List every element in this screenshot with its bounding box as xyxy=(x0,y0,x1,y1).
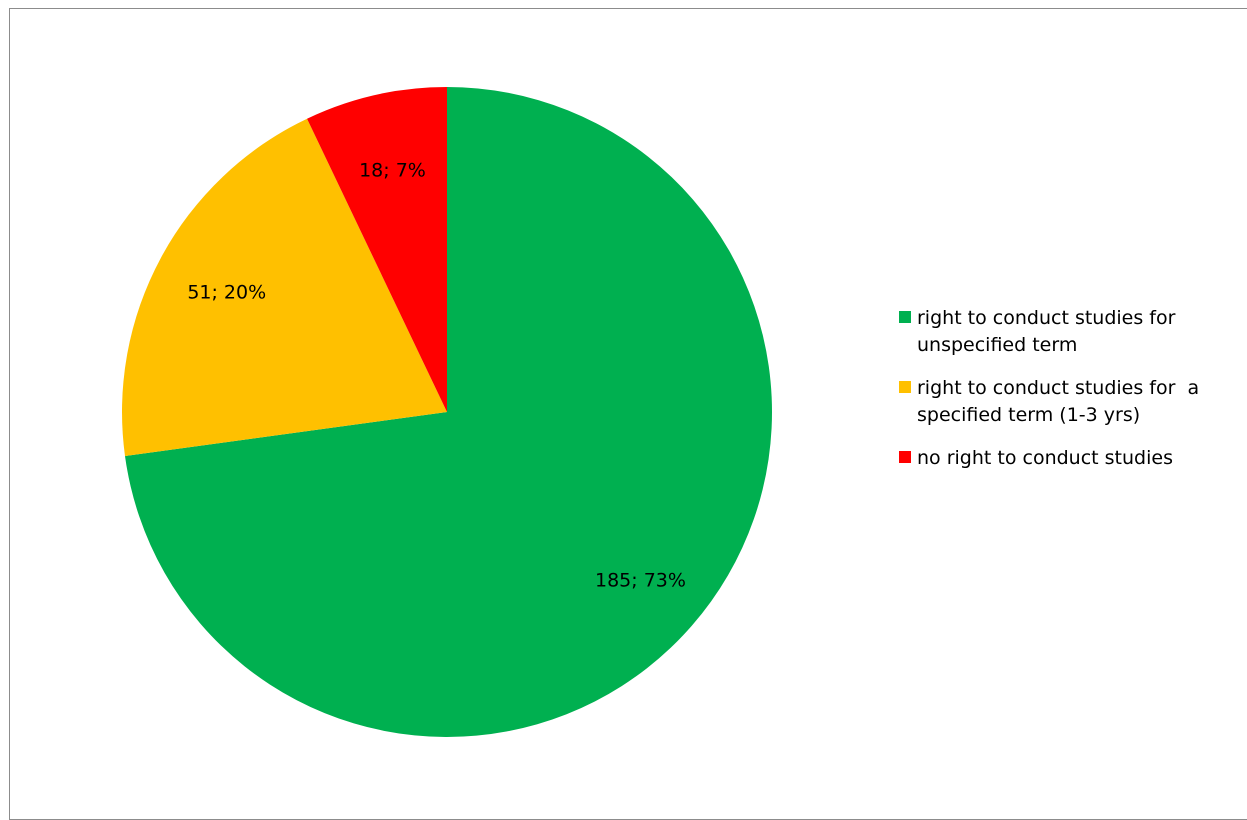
legend-swatch-yellow xyxy=(899,381,911,393)
pie-slice-0 xyxy=(125,87,772,737)
slice-data-label-1: 51; 20% xyxy=(187,282,266,304)
legend-label: right to conduct studies for a specified… xyxy=(917,377,1200,426)
pie-slice-1 xyxy=(122,118,447,457)
legend-item-unspecified-term: right to conduct studies for unspecified… xyxy=(899,305,1239,359)
pie-slice-2 xyxy=(307,87,447,412)
legend-label: no right to conduct studies xyxy=(917,447,1173,469)
legend-item-specified-term: right to conduct studies for a specified… xyxy=(899,375,1239,429)
legend-label: right to conduct studies for unspecified… xyxy=(917,307,1176,356)
slice-data-label-0: 185; 73% xyxy=(595,569,686,591)
legend-swatch-green xyxy=(899,311,911,323)
legend-item-no-right: no right to conduct studies xyxy=(899,445,1239,472)
slice-data-label-2: 18; 7% xyxy=(359,160,426,182)
chart-legend: right to conduct studies for unspecified… xyxy=(899,305,1239,488)
legend-swatch-red xyxy=(899,451,911,463)
